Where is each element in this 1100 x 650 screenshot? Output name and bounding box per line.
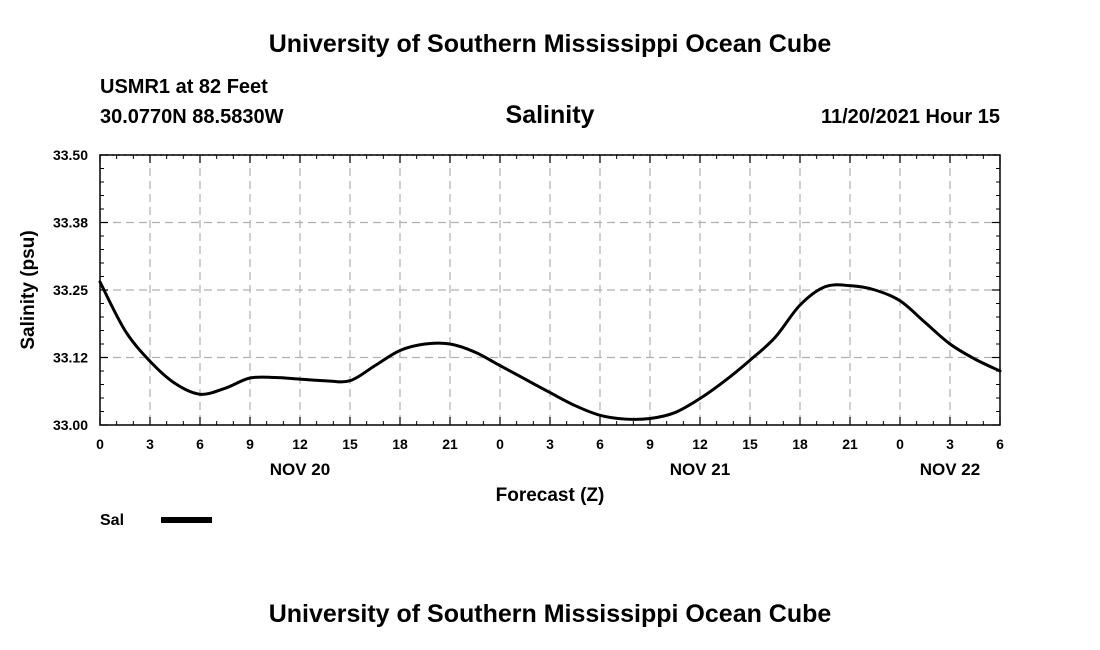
x-tick-label: 12 [692,436,708,452]
x-tick-label: 6 [596,436,604,452]
x-tick-label: 6 [996,436,1004,452]
series-line-sal [98,280,1002,421]
x-tick-label: 0 [896,436,904,452]
x-tick-label: 15 [342,436,358,452]
x-tick-label: 9 [646,436,654,452]
legend-label-sal: Sal [100,512,124,529]
x-axis-label: Forecast (Z) [496,485,605,506]
axis-labels: 0 3 6 9 12 15 18 21 0 3 6 9 12 15 18 21 0 3 6 33.00 33.12 33.… [53,147,1004,479]
y-axis-label: Salinity (psu) [18,230,39,349]
x-tick-label: 3 [946,436,954,452]
chart-title: Salinity [505,101,595,129]
plot-area-frame [99,154,1001,426]
x-tick-label: 15 [742,436,758,452]
x-tick-label: 21 [442,436,458,452]
x-tick-label: 0 [96,436,104,452]
main-title: University of Southern Mississippi Ocean… [268,30,832,58]
y-tick-label: 33.12 [53,350,88,366]
x-tick-label: 3 [146,436,154,452]
x-tick-label: 18 [792,436,808,452]
timestamp-label: 11/20/2021 Hour 15 [820,106,1000,128]
coordinates-label: 30.0770N 88.5830W [100,106,284,128]
y-tick-label: 33.38 [53,215,88,231]
x-tick-label: 21 [842,436,858,452]
x-tick-label: 3 [546,436,554,452]
day-label: NOV 22 [920,460,980,479]
y-tick-label: 33.00 [53,417,88,433]
legend: Sal [100,512,212,529]
day-label: NOV 20 [270,460,330,479]
x-tick-label: 6 [196,436,204,452]
day-label: NOV 21 [670,460,730,479]
x-tick-label: 9 [246,436,254,452]
x-tick-label: 0 [496,436,504,452]
footer-title: University of Southern Mississippi Ocean… [268,600,832,628]
y-tick-label: 33.25 [53,282,88,298]
station-label: USMR1 at 82 Feet [100,76,268,98]
y-tick-label: 33.50 [53,147,88,163]
series-layer [98,280,1002,421]
x-tick-label: 18 [392,436,408,452]
x-tick-label: 12 [292,436,308,452]
